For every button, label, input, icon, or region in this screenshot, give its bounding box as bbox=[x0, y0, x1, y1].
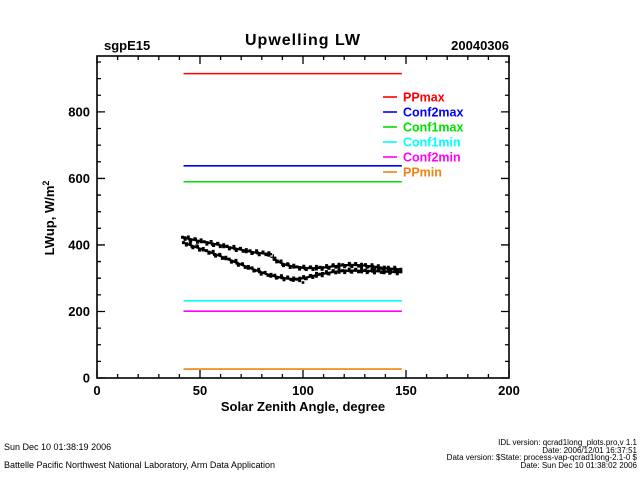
x-tick-label: 150 bbox=[395, 383, 417, 398]
footer-organization: Battelle Pacific Northwest National Labo… bbox=[4, 460, 275, 470]
y-axis-title-superscript: 2 bbox=[40, 180, 51, 186]
x-tick-label: 0 bbox=[93, 383, 100, 398]
plot-title: Upwelling LW bbox=[245, 32, 361, 49]
footer-version-block: IDL version: qcrad1long_plots.pro,v 1.1 … bbox=[307, 439, 637, 469]
plot-frame bbox=[96, 55, 510, 379]
footer-idl-version: IDL version: qcrad1long_plots.pro,v 1.1 bbox=[498, 438, 637, 447]
y-axis-title: LWup, W/m2 bbox=[41, 181, 57, 256]
y-tick-label: 0 bbox=[83, 371, 90, 386]
obs-markers-predawn-night-branch bbox=[295, 267, 403, 283]
x-tick-label: 200 bbox=[498, 383, 520, 398]
footer-data-version: Data version: $State: process-vap-qcrad1… bbox=[446, 453, 637, 463]
obs-markers-afternoon-descent bbox=[181, 235, 271, 257]
site-facility-label: sgpE15 bbox=[104, 38, 151, 53]
footer-idl-date: Date: 2006/12/01 16:37:51 bbox=[542, 445, 637, 455]
obs-markers-evening-night-branch bbox=[272, 257, 403, 273]
obs-isolated-point bbox=[301, 281, 305, 284]
legend-label-Conf1max: Conf1max bbox=[403, 121, 463, 135]
axis-ticks bbox=[96, 56, 510, 379]
x-tick-label: 50 bbox=[193, 383, 207, 398]
x-tick-label: 100 bbox=[292, 383, 314, 398]
y-tick-label: 400 bbox=[68, 237, 90, 252]
obs-markers-morning-branch bbox=[182, 241, 296, 282]
obs-plus-markers bbox=[270, 254, 279, 264]
y-tick-label: 800 bbox=[68, 104, 90, 119]
legend-label-PPmax: PPmax bbox=[403, 91, 445, 105]
x-axis-title: Solar Zenith Angle, degree bbox=[220, 399, 386, 414]
y-axis-title-text: LWup, W/m bbox=[42, 185, 58, 256]
legend-label-Conf1min: Conf1min bbox=[403, 136, 461, 150]
plot-date-label: 20040306 bbox=[451, 38, 509, 53]
legend-label-Conf2min: Conf2min bbox=[403, 151, 461, 165]
y-tick-label: 600 bbox=[68, 171, 90, 186]
footer-data-date: Date: Sun Dec 10 01:38:02 2006 bbox=[520, 460, 637, 470]
legend-label-Conf2max: Conf2max bbox=[403, 106, 463, 120]
y-tick-label: 200 bbox=[68, 304, 90, 319]
legend-label-PPmin: PPmin bbox=[403, 166, 442, 180]
footer-plot-timestamp: Sun Dec 10 01:38:19 2006 bbox=[4, 442, 112, 452]
